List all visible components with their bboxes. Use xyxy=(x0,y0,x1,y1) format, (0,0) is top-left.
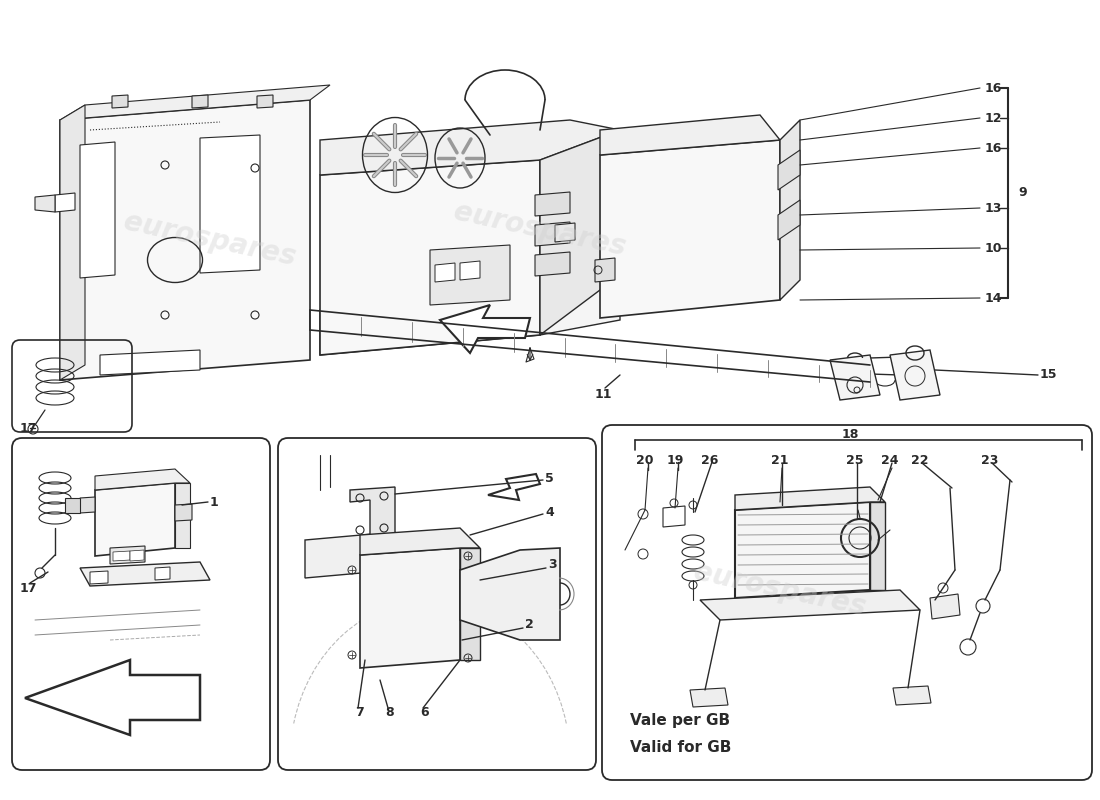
Text: 17: 17 xyxy=(20,582,37,594)
Polygon shape xyxy=(595,258,615,282)
Text: 16: 16 xyxy=(984,82,1002,94)
Polygon shape xyxy=(113,551,130,561)
Text: 16: 16 xyxy=(984,142,1002,154)
Polygon shape xyxy=(360,548,460,668)
Polygon shape xyxy=(535,192,570,216)
Text: 21: 21 xyxy=(771,454,789,466)
Polygon shape xyxy=(60,85,330,120)
Polygon shape xyxy=(460,548,560,640)
Text: 12: 12 xyxy=(984,111,1002,125)
Polygon shape xyxy=(690,688,728,707)
Polygon shape xyxy=(80,142,116,278)
Polygon shape xyxy=(200,135,260,273)
Polygon shape xyxy=(320,120,620,175)
Polygon shape xyxy=(778,150,800,190)
Text: eurospares: eurospares xyxy=(451,198,629,262)
Polygon shape xyxy=(175,483,190,548)
Polygon shape xyxy=(663,506,685,527)
Polygon shape xyxy=(130,550,144,561)
Text: 22: 22 xyxy=(911,454,928,466)
Polygon shape xyxy=(930,594,960,619)
Text: 24: 24 xyxy=(881,454,899,466)
Text: eurospares: eurospares xyxy=(121,208,299,272)
Text: 14: 14 xyxy=(984,291,1002,305)
Polygon shape xyxy=(360,528,480,555)
Text: 13: 13 xyxy=(984,202,1002,214)
Text: 8: 8 xyxy=(385,706,394,718)
Polygon shape xyxy=(890,350,940,400)
Polygon shape xyxy=(434,263,455,282)
Text: 19: 19 xyxy=(667,454,684,466)
Polygon shape xyxy=(460,261,480,280)
Polygon shape xyxy=(735,487,886,510)
Text: 1: 1 xyxy=(210,495,219,509)
Polygon shape xyxy=(870,357,900,375)
Polygon shape xyxy=(535,222,570,246)
Text: 11: 11 xyxy=(595,389,613,402)
Polygon shape xyxy=(80,497,95,513)
Polygon shape xyxy=(65,498,80,513)
Text: 20: 20 xyxy=(636,454,653,466)
Polygon shape xyxy=(893,686,931,705)
Polygon shape xyxy=(830,355,880,400)
Polygon shape xyxy=(100,350,200,375)
Polygon shape xyxy=(320,160,540,355)
Polygon shape xyxy=(540,130,620,335)
Text: 18: 18 xyxy=(842,427,859,441)
Text: 3: 3 xyxy=(548,558,557,571)
Polygon shape xyxy=(870,502,886,590)
Text: eurospares: eurospares xyxy=(691,558,869,622)
Text: 10: 10 xyxy=(984,242,1002,254)
Text: 26: 26 xyxy=(702,454,718,466)
Polygon shape xyxy=(35,195,55,212)
Polygon shape xyxy=(155,567,170,580)
Polygon shape xyxy=(80,562,210,586)
Polygon shape xyxy=(25,660,200,735)
Text: 6: 6 xyxy=(420,706,429,718)
Polygon shape xyxy=(60,100,310,380)
Text: 25: 25 xyxy=(846,454,864,466)
Text: Vale per GB: Vale per GB xyxy=(630,713,730,727)
Polygon shape xyxy=(112,95,128,108)
Polygon shape xyxy=(257,95,273,108)
Text: 17: 17 xyxy=(20,422,37,434)
Polygon shape xyxy=(95,469,190,490)
Polygon shape xyxy=(556,223,575,242)
Polygon shape xyxy=(488,474,540,500)
Polygon shape xyxy=(535,252,570,276)
Polygon shape xyxy=(192,95,208,108)
Polygon shape xyxy=(460,548,480,660)
Text: 4: 4 xyxy=(544,506,553,518)
Text: 5: 5 xyxy=(544,471,553,485)
Polygon shape xyxy=(600,115,780,155)
Polygon shape xyxy=(778,200,800,240)
Text: 15: 15 xyxy=(1040,369,1057,382)
Text: Valid for GB: Valid for GB xyxy=(630,741,732,755)
Polygon shape xyxy=(95,483,175,556)
Polygon shape xyxy=(305,532,395,578)
Polygon shape xyxy=(320,275,620,355)
Polygon shape xyxy=(900,360,912,372)
Polygon shape xyxy=(735,502,870,598)
Polygon shape xyxy=(55,193,75,212)
Polygon shape xyxy=(600,140,780,318)
Polygon shape xyxy=(700,590,920,620)
Text: 23: 23 xyxy=(981,454,999,466)
Text: 9: 9 xyxy=(1018,186,1026,199)
Text: 2: 2 xyxy=(525,618,533,631)
Polygon shape xyxy=(90,571,108,584)
Polygon shape xyxy=(60,105,85,380)
Polygon shape xyxy=(110,546,145,564)
Polygon shape xyxy=(430,245,510,305)
Polygon shape xyxy=(440,305,530,353)
Polygon shape xyxy=(350,487,395,537)
Polygon shape xyxy=(175,504,192,521)
Polygon shape xyxy=(780,120,800,300)
Text: 7: 7 xyxy=(355,706,364,718)
